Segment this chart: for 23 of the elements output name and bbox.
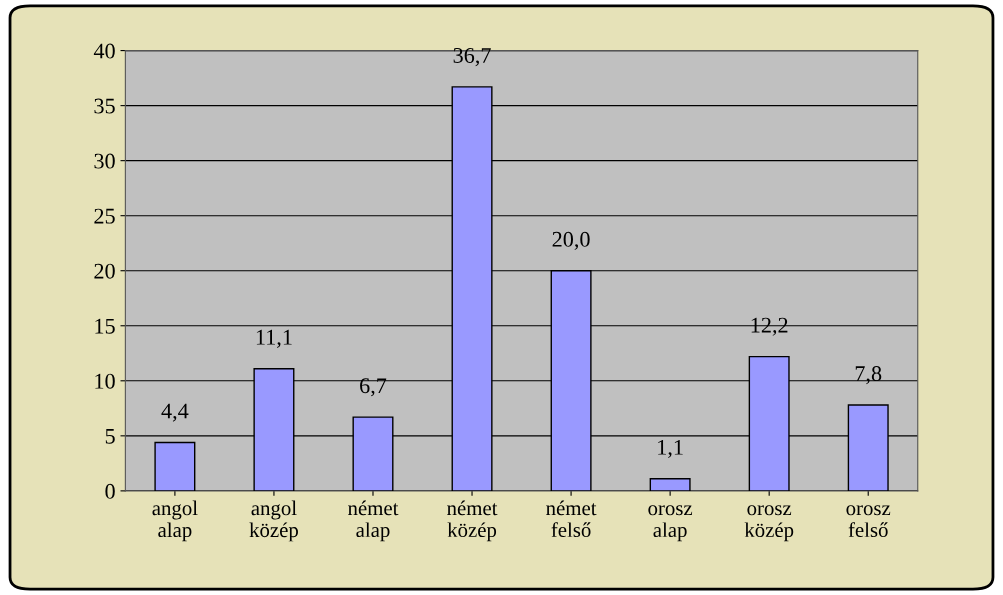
- y-tick-label: 10: [95, 373, 115, 389]
- y-tick-label: 0: [105, 483, 115, 499]
- x-tick-label: angol alap: [152, 500, 198, 542]
- y-tick-label: 15: [95, 318, 115, 334]
- x-tick-label: német közép: [447, 500, 498, 542]
- data-label: 20,0: [552, 231, 590, 250]
- y-tick-label: 35: [94, 98, 115, 114]
- y-tick-label: 20: [94, 263, 115, 279]
- data-label: 4,4: [161, 403, 189, 422]
- x-tick-label: orosz alap: [648, 505, 693, 542]
- y-tick-label: 30: [94, 153, 115, 169]
- data-label: 11,1: [256, 329, 292, 348]
- y-tick-label: 5: [105, 429, 115, 444]
- y-tick-label: 40: [93, 43, 115, 59]
- x-tick-label: orosz felső: [846, 505, 891, 538]
- x-tick-label: német alap: [348, 500, 399, 542]
- data-label: 1,1: [658, 439, 683, 459]
- x-tick-label: orosz közép: [744, 505, 794, 542]
- y-tick-label: 25: [94, 208, 115, 224]
- data-label: 36,7: [453, 48, 491, 67]
- x-tick-label: angol közép: [249, 500, 298, 542]
- x-tick-label: német felső: [546, 500, 597, 538]
- data-label: 6,7: [360, 378, 387, 397]
